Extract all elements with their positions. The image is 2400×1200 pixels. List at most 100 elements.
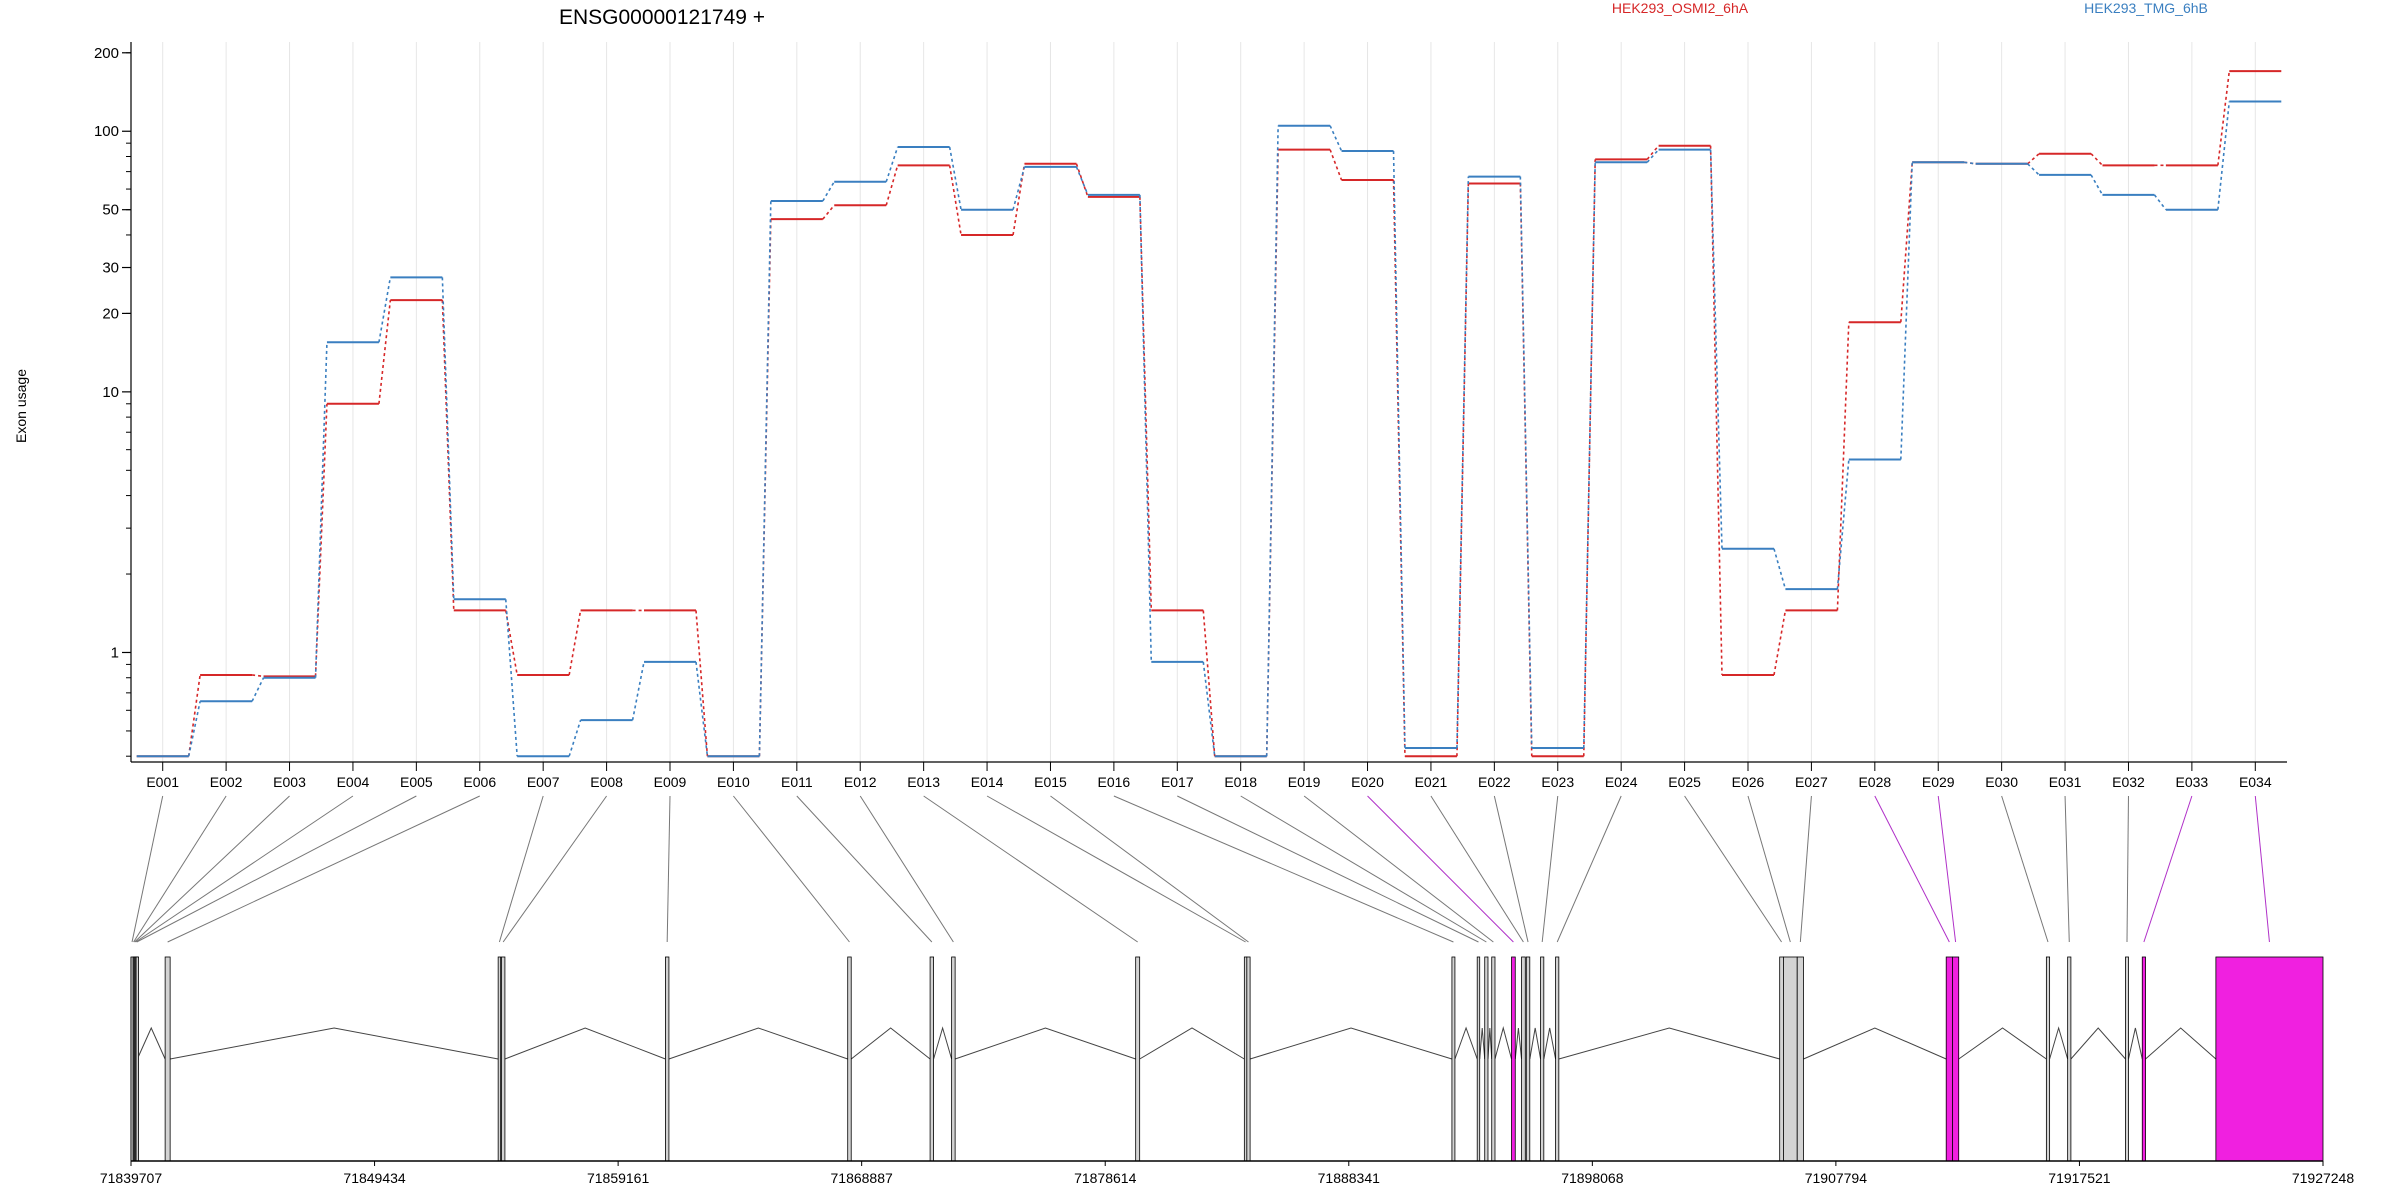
exon-block-e031 <box>2067 956 2072 1162</box>
connector-e014 <box>986 795 1246 943</box>
connector-e031 <box>2064 795 2070 943</box>
genomic-tick-label: 71868887 <box>831 1170 894 1186</box>
intron-line <box>1543 1027 1557 1060</box>
x-tick-label-e025: E025 <box>1668 774 1701 790</box>
series-connector <box>568 610 582 676</box>
series-connector <box>1773 610 1787 676</box>
series-connector <box>1392 179 1406 757</box>
exon-block-e008 <box>501 956 506 1162</box>
x-tick-label-e005: E005 <box>400 774 433 790</box>
connector-e025 <box>1684 795 1782 943</box>
exon-block-e013 <box>1135 956 1141 1162</box>
connector-e016 <box>1113 795 1454 943</box>
x-tick-label-e008: E008 <box>590 774 623 790</box>
connector-e022 <box>1493 795 1529 943</box>
exon-block-e020 <box>1511 956 1516 1162</box>
series-connector <box>1964 161 1976 165</box>
connector-e032 <box>2126 795 2129 943</box>
x-tick-label-e029: E029 <box>1922 774 1955 790</box>
connector-e013 <box>923 795 1138 943</box>
series-connector <box>1012 166 1026 210</box>
x-tick-label-e009: E009 <box>654 774 687 790</box>
x-tick-label-e001: E001 <box>146 774 179 790</box>
gene-model <box>130 956 2324 1162</box>
x-tick-label-e006: E006 <box>463 774 496 790</box>
connector-e001 <box>131 795 164 943</box>
x-tick-label-e020: E020 <box>1351 774 1384 790</box>
x-tick-label-e026: E026 <box>1732 774 1765 790</box>
connector-e027 <box>1799 795 1812 943</box>
series-connector <box>1012 163 1026 236</box>
genomic-tick-label: 71849434 <box>343 1170 406 1186</box>
intron-line <box>136 1026 166 1060</box>
connector-e026 <box>1747 795 1791 943</box>
exon-block-e034 <box>2215 956 2324 1162</box>
intron-line <box>1487 1027 1493 1060</box>
intron-line <box>1529 1027 1542 1060</box>
x-tick-label-e027: E027 <box>1795 774 1828 790</box>
series-connector <box>1139 196 1153 611</box>
x-tick-label-e033: E033 <box>2176 774 2209 790</box>
series-connector <box>252 674 264 678</box>
intron-line <box>170 1027 499 1060</box>
series-connector <box>885 146 899 183</box>
intron-line <box>933 1026 953 1060</box>
chart-title: ENSG00000121749 + <box>559 6 765 29</box>
series-connector <box>504 610 518 676</box>
series-connector <box>1836 459 1850 590</box>
series-connector <box>2217 71 2231 166</box>
x-tick-label-e002: E002 <box>210 774 243 790</box>
exon-block-e012 <box>951 956 956 1162</box>
intron-line <box>1249 1027 1453 1060</box>
series-connector <box>568 719 582 757</box>
x-tick-label-e034: E034 <box>2239 774 2272 790</box>
series-connector <box>695 661 709 757</box>
intron-line <box>1139 1027 1245 1060</box>
genomic-tick-label: 71907794 <box>1805 1170 1868 1186</box>
intron-line <box>1479 1027 1486 1060</box>
x-tick-label-e031: E031 <box>2049 774 2082 790</box>
x-tick-label-e014: E014 <box>971 774 1004 790</box>
exon-block-e026 <box>1783 956 1798 1162</box>
series-connector <box>1836 322 1850 611</box>
exon-block-e030 <box>2045 956 2051 1162</box>
x-tick-label-e024: E024 <box>1605 774 1638 790</box>
series-connector <box>1900 162 1914 460</box>
exon-block-e021 <box>1521 956 1526 1162</box>
series-connector <box>2090 174 2104 196</box>
connector-e011 <box>796 795 933 943</box>
series-connector <box>187 674 201 757</box>
intron-line <box>504 1027 666 1060</box>
exon-block-e010 <box>847 956 852 1162</box>
connector-e024 <box>1556 795 1622 943</box>
series-connector <box>314 342 328 678</box>
series-connector <box>2153 194 2167 211</box>
intron-line <box>1454 1026 1478 1060</box>
x-tick-label-e013: E013 <box>907 774 940 790</box>
exon-block-e019 <box>1491 956 1496 1162</box>
x-tick-label-e032: E032 <box>2112 774 2145 790</box>
series-connector <box>631 661 645 721</box>
x-tick-label-e015: E015 <box>1034 774 1067 790</box>
exon-block-e017 <box>1476 956 1481 1162</box>
intron-line <box>2145 1027 2217 1060</box>
connector-e009 <box>666 795 671 943</box>
series-connector <box>1519 176 1533 749</box>
x-tick-label-e018: E018 <box>1224 774 1257 790</box>
exon-block-e025 <box>1779 956 1784 1162</box>
series-connector <box>1900 162 1914 323</box>
series-connector <box>1773 548 1787 590</box>
x-tick-label-e004: E004 <box>337 774 370 790</box>
exon-block-e018 <box>1484 956 1489 1162</box>
x-tick-label-e021: E021 <box>1415 774 1448 790</box>
intron-line <box>1494 1026 1512 1060</box>
x-tick-label-e016: E016 <box>1098 774 1131 790</box>
series-connector <box>1582 162 1596 749</box>
series-connector <box>1202 661 1216 757</box>
y-axis-label: Exon usage <box>13 369 29 443</box>
connector-e030 <box>2001 795 2049 943</box>
series-connector <box>758 200 772 757</box>
y-tick-label: 20 <box>102 305 119 322</box>
series-connector <box>1202 610 1216 757</box>
